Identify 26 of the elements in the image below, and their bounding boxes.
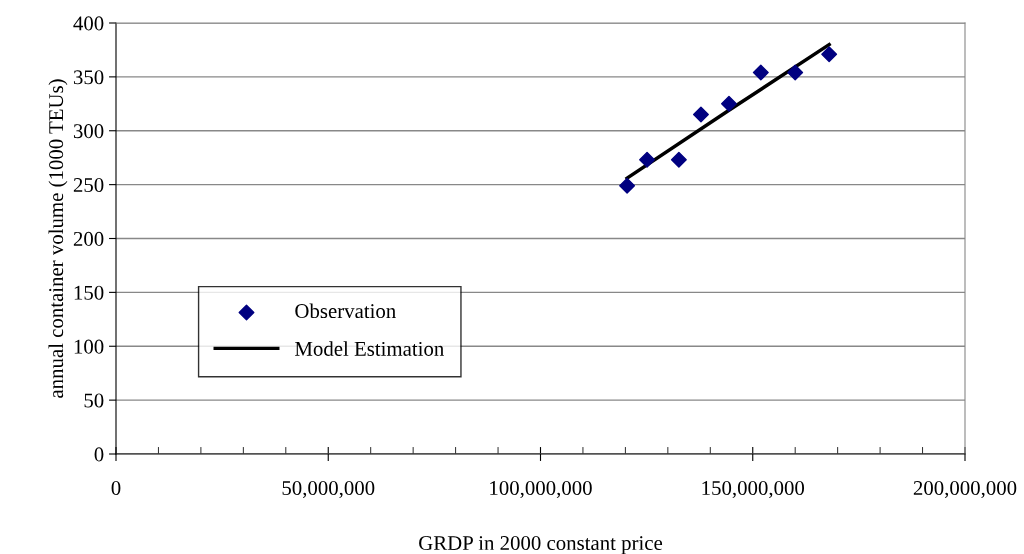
y-tick-label: 50: [84, 393, 104, 408]
point: [619, 177, 636, 194]
y-axis-title: annual container volume (1000 TEUs): [48, 79, 68, 398]
x-tick-label: 100,000,000: [490, 480, 592, 499]
x-tick-label: 50,000,000: [282, 480, 375, 499]
y-tick-label: 300: [73, 124, 104, 139]
y-tick-label: 0: [94, 447, 104, 462]
y-tick-label: 200: [73, 231, 104, 246]
x-axis-title: GRDP in 2000 constant price: [419, 536, 663, 554]
point: [639, 151, 656, 168]
legend-label: Observation: [295, 303, 396, 319]
y-tick-label: 350: [73, 70, 104, 85]
y-tick-label: 400: [73, 16, 104, 31]
legend-label: Model Estimation: [295, 341, 444, 356]
y-tick-label: 100: [74, 339, 104, 354]
point: [787, 64, 804, 81]
point: [821, 46, 838, 63]
y-tick-label: 150: [74, 285, 104, 300]
point: [752, 64, 769, 81]
x-tick-label: 0: [111, 480, 121, 496]
point: [692, 106, 709, 123]
y-tick-label: 250: [73, 178, 104, 193]
point: [720, 95, 737, 112]
x-tick-label: 150,000,000: [702, 480, 805, 499]
point: [670, 151, 687, 168]
x-tick-label: 200,000,000: [913, 480, 1017, 499]
